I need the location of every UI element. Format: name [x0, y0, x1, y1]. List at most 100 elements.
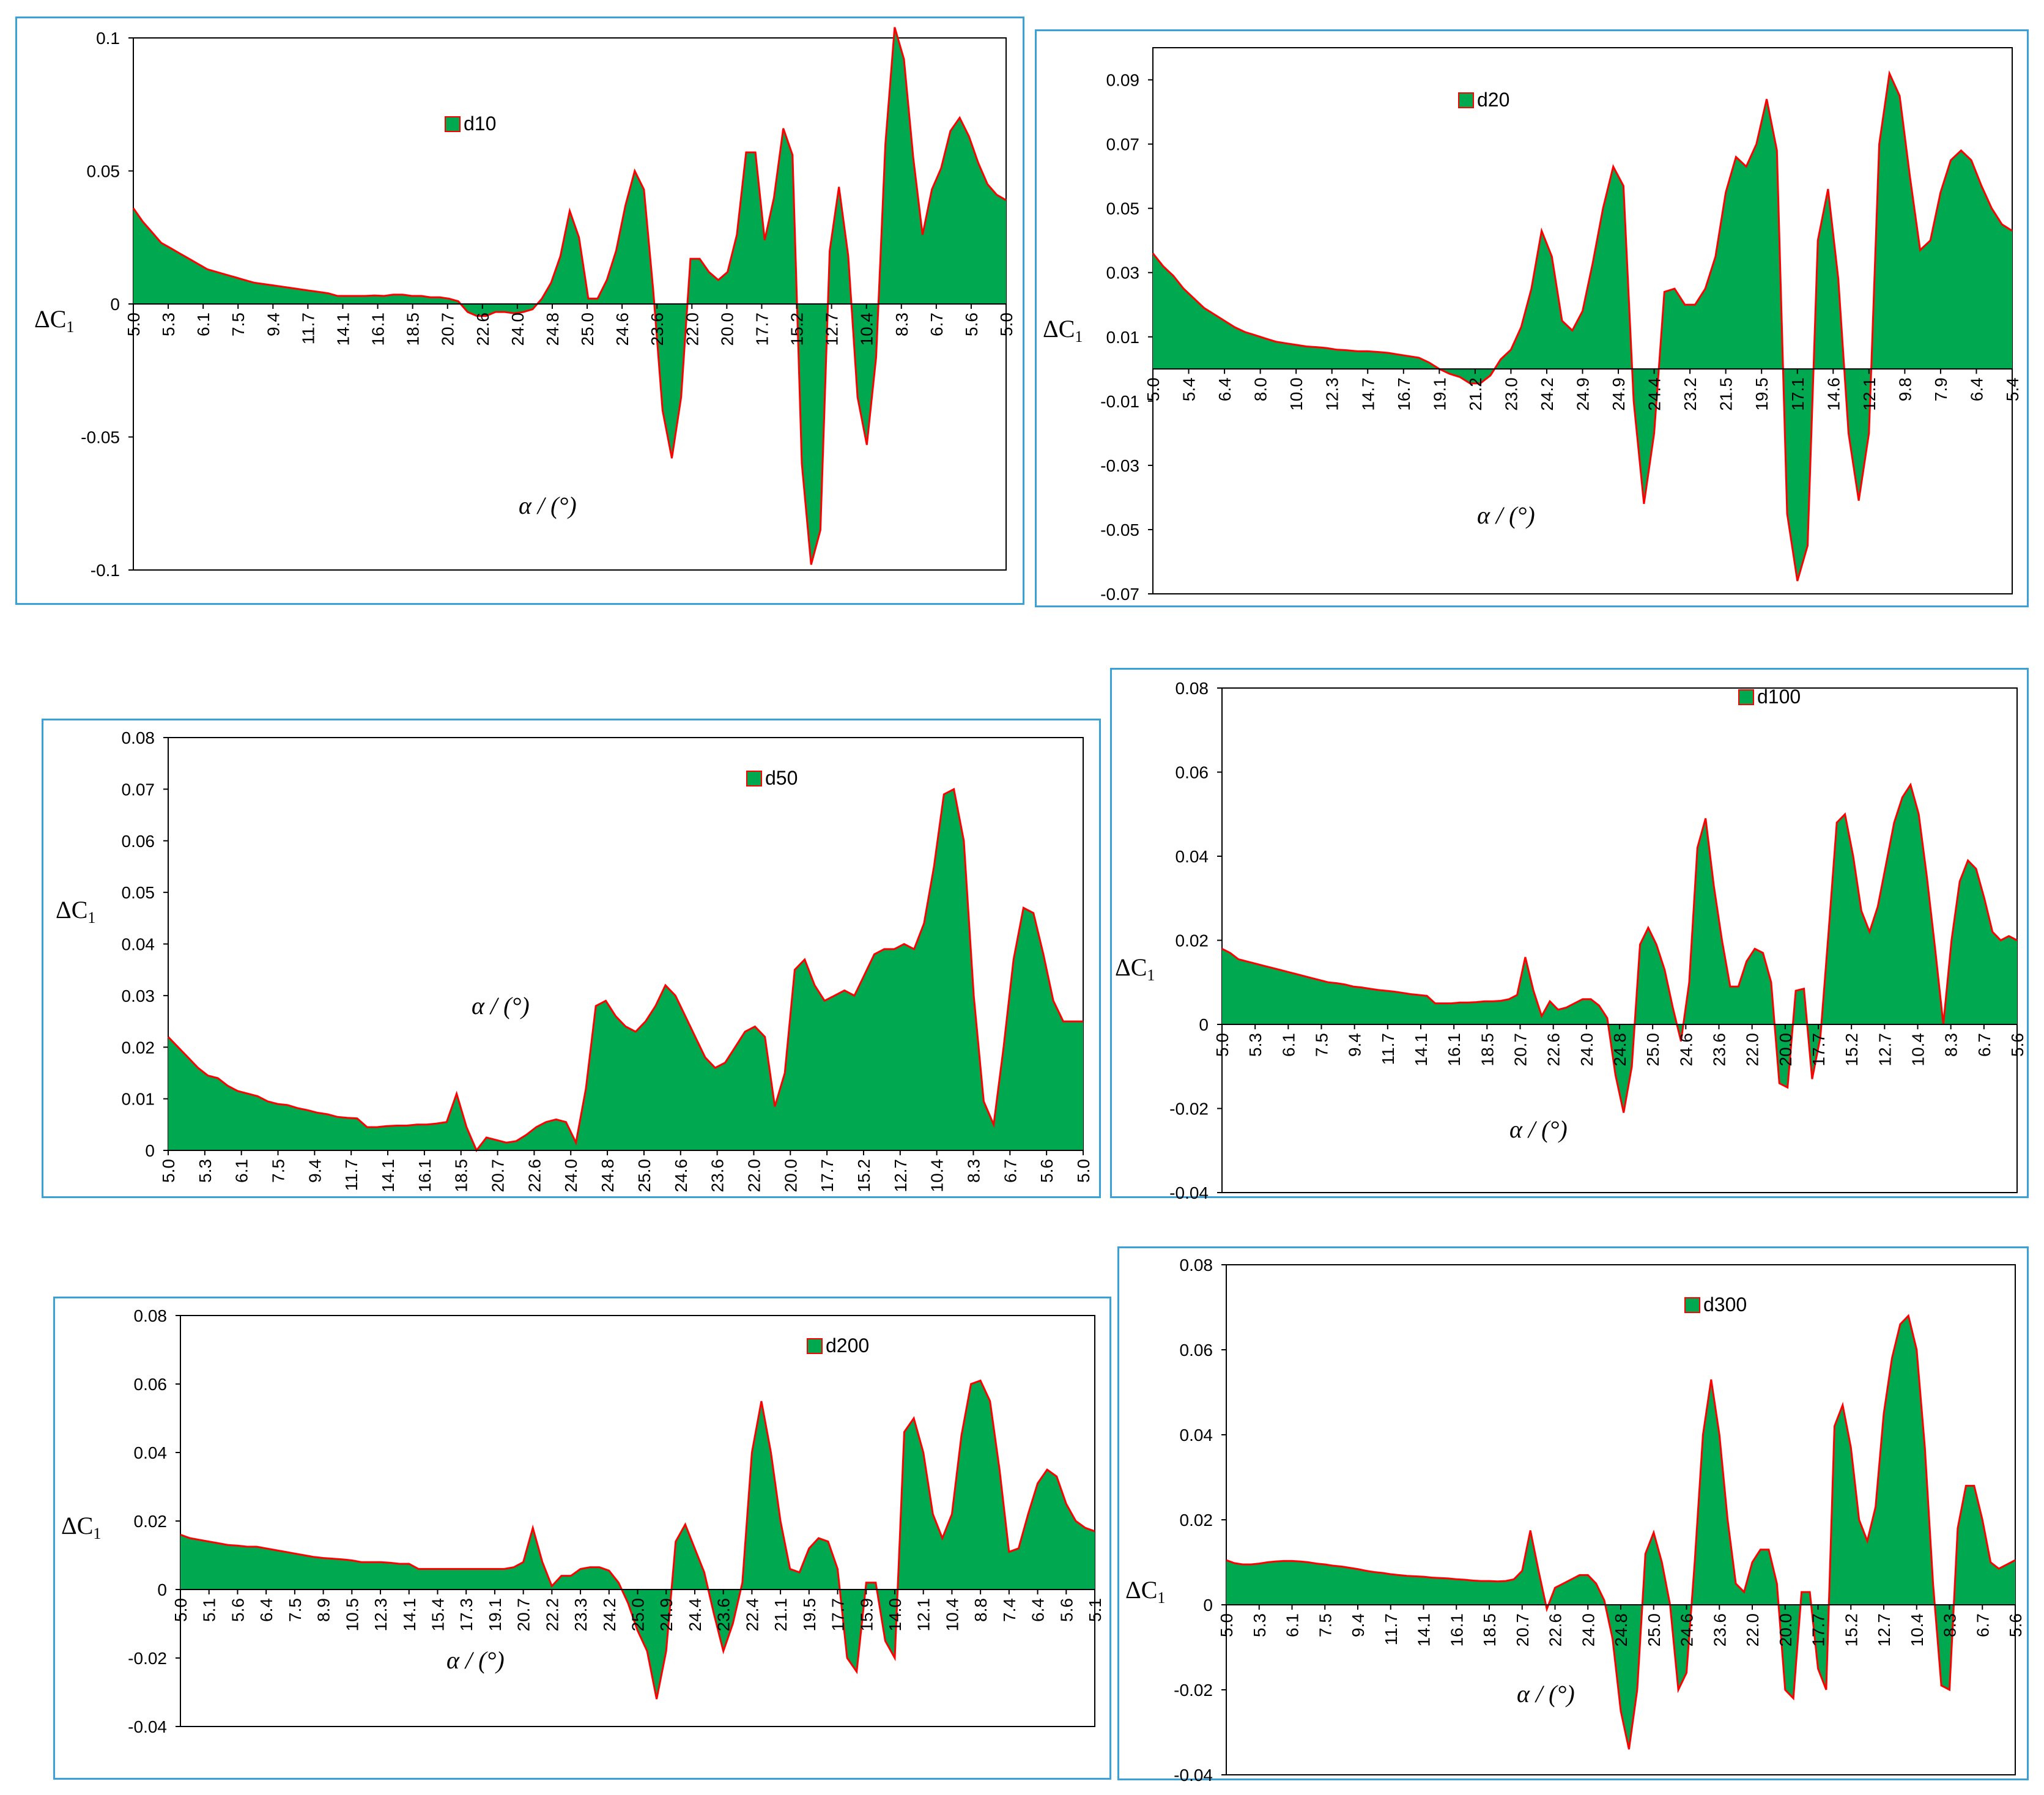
x-tick-label: 5.6: [1057, 1598, 1076, 1622]
x-tick-label: 10.0: [1287, 377, 1306, 411]
x-tick-label: 5.3: [1250, 1613, 1269, 1637]
x-tick-label: 8.3: [964, 1159, 983, 1183]
chart-panel-d20: -0.07 -0.05 -0.03 -0.01 0.01 0.03 0.05 0.07 0.09…: [1035, 29, 2029, 607]
chart-d50: 0 0.01 0.02 0.03 0.04 0.05 0.06 0.07 0.08 5.0 5.3 6…: [56, 728, 1093, 1193]
y-tick-label: 0.07: [1106, 135, 1140, 154]
y-tick-label: 0.04: [122, 935, 155, 954]
x-tick-label: 8.3: [1942, 1033, 1961, 1057]
x-tick-label: 6.4: [1029, 1598, 1048, 1622]
x-tick-label: 6.7: [1975, 1033, 1994, 1057]
x-tick-label: 10.4: [942, 1598, 961, 1632]
legend-label: d10: [464, 113, 496, 135]
x-tick-label: 5.1: [200, 1598, 219, 1622]
x-tick-label: 11.7: [1379, 1033, 1398, 1065]
x-tick-label: 8.9: [314, 1598, 333, 1622]
x-tick-label: 21.2: [1466, 377, 1485, 411]
x-tick-label: 5.6: [2008, 1033, 2027, 1057]
x-tick-label: 5.0: [171, 1598, 190, 1622]
x-tick-label: 22.6: [473, 313, 492, 346]
x-tick-label: 22.0: [683, 313, 702, 346]
x-tick-label: 23.6: [1710, 1613, 1729, 1647]
x-tick-label: 12.1: [1860, 377, 1879, 411]
x-tick-label: 16.1: [369, 313, 388, 346]
x-tick-label: 5.3: [196, 1159, 215, 1183]
x-tick-label: 15.4: [428, 1598, 447, 1632]
x-tick-label: 10.4: [928, 1159, 947, 1193]
x-tick-label: 23.6: [1710, 1033, 1729, 1067]
x-tick-label: 7.5: [1316, 1613, 1335, 1637]
chart-d100: -0.04 -0.02 0 0.02 0.04 0.06 0.08 5.0 5.3 6.1 7.5 9…: [1115, 679, 2027, 1202]
x-tick-label: 19.1: [1430, 377, 1449, 411]
x-tick-label: 6.4: [257, 1598, 276, 1622]
series-line-d50: [167, 788, 1083, 1152]
x-tick-label: 24.9: [1574, 377, 1593, 411]
area-fill-d300: [1226, 1316, 2015, 1750]
x-tick-label: 17.1: [1788, 377, 1807, 411]
x-tick-label: 22.4: [742, 1598, 761, 1632]
x-tick-label: 17.7: [829, 1598, 848, 1632]
x-tick-label: 23.6: [714, 1598, 733, 1632]
x-tick-label: 16.7: [1394, 377, 1413, 411]
x-tick-label: 5.0: [124, 313, 143, 336]
x-tick-label: 17.7: [818, 1159, 837, 1193]
x-tick-label: 5.4: [2003, 377, 2022, 401]
x-tick-label: 19.5: [800, 1598, 819, 1632]
x-tick-label: 24.6: [672, 1159, 691, 1193]
x-tick-label: 25.0: [635, 1159, 654, 1193]
y-tick-label: 0.08: [1176, 679, 1209, 698]
x-tick-label: 25.0: [629, 1598, 648, 1632]
x-tick-label: 5.0: [1144, 377, 1163, 401]
y-tick-label: 0.03: [122, 986, 155, 1005]
y-tick-label: 0.05: [87, 162, 120, 181]
series-line-d200: [180, 1379, 1095, 1700]
y-tick-label: -0.05: [81, 428, 120, 447]
y-tick-label: -0.1: [91, 561, 120, 580]
x-tick-label: 5.0: [159, 1159, 178, 1183]
x-tick-label: 6.7: [927, 313, 946, 336]
x-tick-label: 8.0: [1251, 377, 1270, 401]
y-tick-label: 0.04: [1176, 847, 1209, 866]
x-tick-label: 22.6: [525, 1159, 544, 1193]
x-tick-label: 10.4: [857, 313, 876, 346]
x-tick-label: 18.5: [1478, 1033, 1497, 1067]
x-tick-label: 6.1: [194, 313, 213, 336]
x-tick-label: 15.2: [854, 1159, 873, 1193]
x-tick-label: 6.1: [232, 1159, 251, 1183]
x-tick-label: 12.3: [1323, 377, 1342, 411]
x-tick-label: 5.3: [159, 313, 178, 336]
x-tick-label: 20.7: [489, 1159, 508, 1193]
x-tick-label: 24.8: [1612, 1613, 1631, 1647]
x-tick-label: 24.2: [1538, 377, 1557, 411]
x-tick-label: 5.0: [1074, 1159, 1093, 1183]
x-tick-label: 15.9: [857, 1598, 876, 1632]
x-tick-label: 5.4: [1180, 377, 1199, 401]
x-tick-label: 23.0: [1502, 377, 1520, 411]
y-tick-label: 0.09: [1106, 71, 1140, 90]
chart-panel-d50: 0 0.01 0.02 0.03 0.04 0.05 0.06 0.07 0.08 5.0 5.3 6…: [42, 719, 1101, 1198]
x-tick-label: 21.5: [1717, 377, 1736, 411]
x-tick-label: 18.5: [1480, 1613, 1499, 1647]
y-tick-label: -0.04: [128, 1717, 167, 1736]
x-tick-label: 24.4: [1645, 377, 1664, 411]
y-tick-label: 0.05: [1106, 199, 1140, 218]
chart-panel-d10: -0.1 -0.05 0 0.05 0.1 5.0 5.3 6.1 7.5 9.4 11.7 14.1…: [15, 17, 1024, 605]
x-tick-label: 10.4: [1908, 1613, 1927, 1647]
y-axis-label: ΔC1: [1125, 1576, 1165, 1607]
x-tick-label: 6.7: [1001, 1159, 1020, 1183]
y-tick-label: 0: [157, 1580, 167, 1599]
area-fill-d100: [1222, 785, 2017, 1113]
x-tick-label: 18.5: [404, 313, 423, 346]
x-tick-label: 12.7: [823, 313, 842, 346]
y-tick-label: -0.04: [1174, 1766, 1213, 1785]
x-tick-label: 14.0: [886, 1598, 905, 1632]
x-tick-label: 20.7: [1511, 1033, 1530, 1067]
y-tick-label: 0.08: [122, 728, 155, 747]
x-tick-label: 12.1: [914, 1598, 933, 1632]
y-tick-label: 0: [1203, 1596, 1213, 1615]
x-tick-label: 17.3: [457, 1598, 476, 1632]
legend-swatch: [1458, 92, 1474, 108]
x-tick-label: 21.1: [771, 1598, 790, 1632]
x-tick-label: 6.7: [1973, 1613, 1992, 1637]
x-axis-label: α / (°): [472, 992, 530, 1020]
y-axis-label: ΔC1: [61, 1512, 101, 1542]
